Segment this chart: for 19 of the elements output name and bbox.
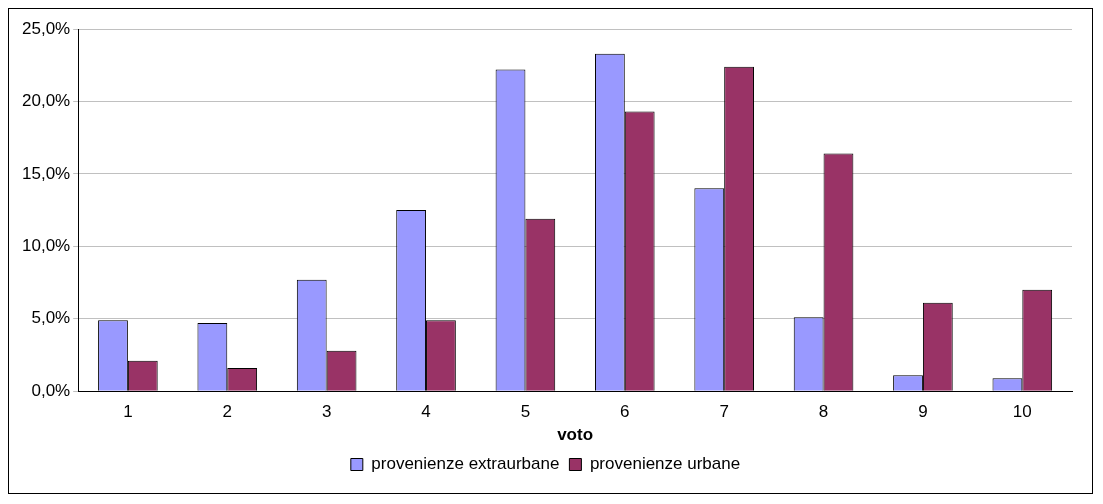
legend-label: provenienze urbane [589,454,741,474]
y-tick-label: 10,0% [22,236,71,256]
x-tick-label: 8 [818,402,829,422]
x-tick-label: 5 [520,402,531,422]
x-tick-label: 6 [620,402,630,422]
y-tick-label: 0,0% [31,380,71,400]
x-tick-label: 10 [1012,402,1032,422]
x-tick-label: 1 [123,402,133,422]
x-tick-label: 3 [321,402,332,422]
x-axis-title: voto [557,425,594,445]
x-tick-label: 2 [222,402,233,422]
x-tick-label: 4 [421,402,431,422]
y-tick-label: 5,0% [31,308,71,328]
y-tick-label: 15,0% [22,163,71,183]
y-tick-label: 25,0% [22,18,71,38]
x-tick-label: 9 [918,402,928,422]
x-tick-label: 7 [719,402,729,422]
legend-label: provenienze extraurbane [371,454,560,474]
y-tick-label: 20,0% [22,91,71,111]
